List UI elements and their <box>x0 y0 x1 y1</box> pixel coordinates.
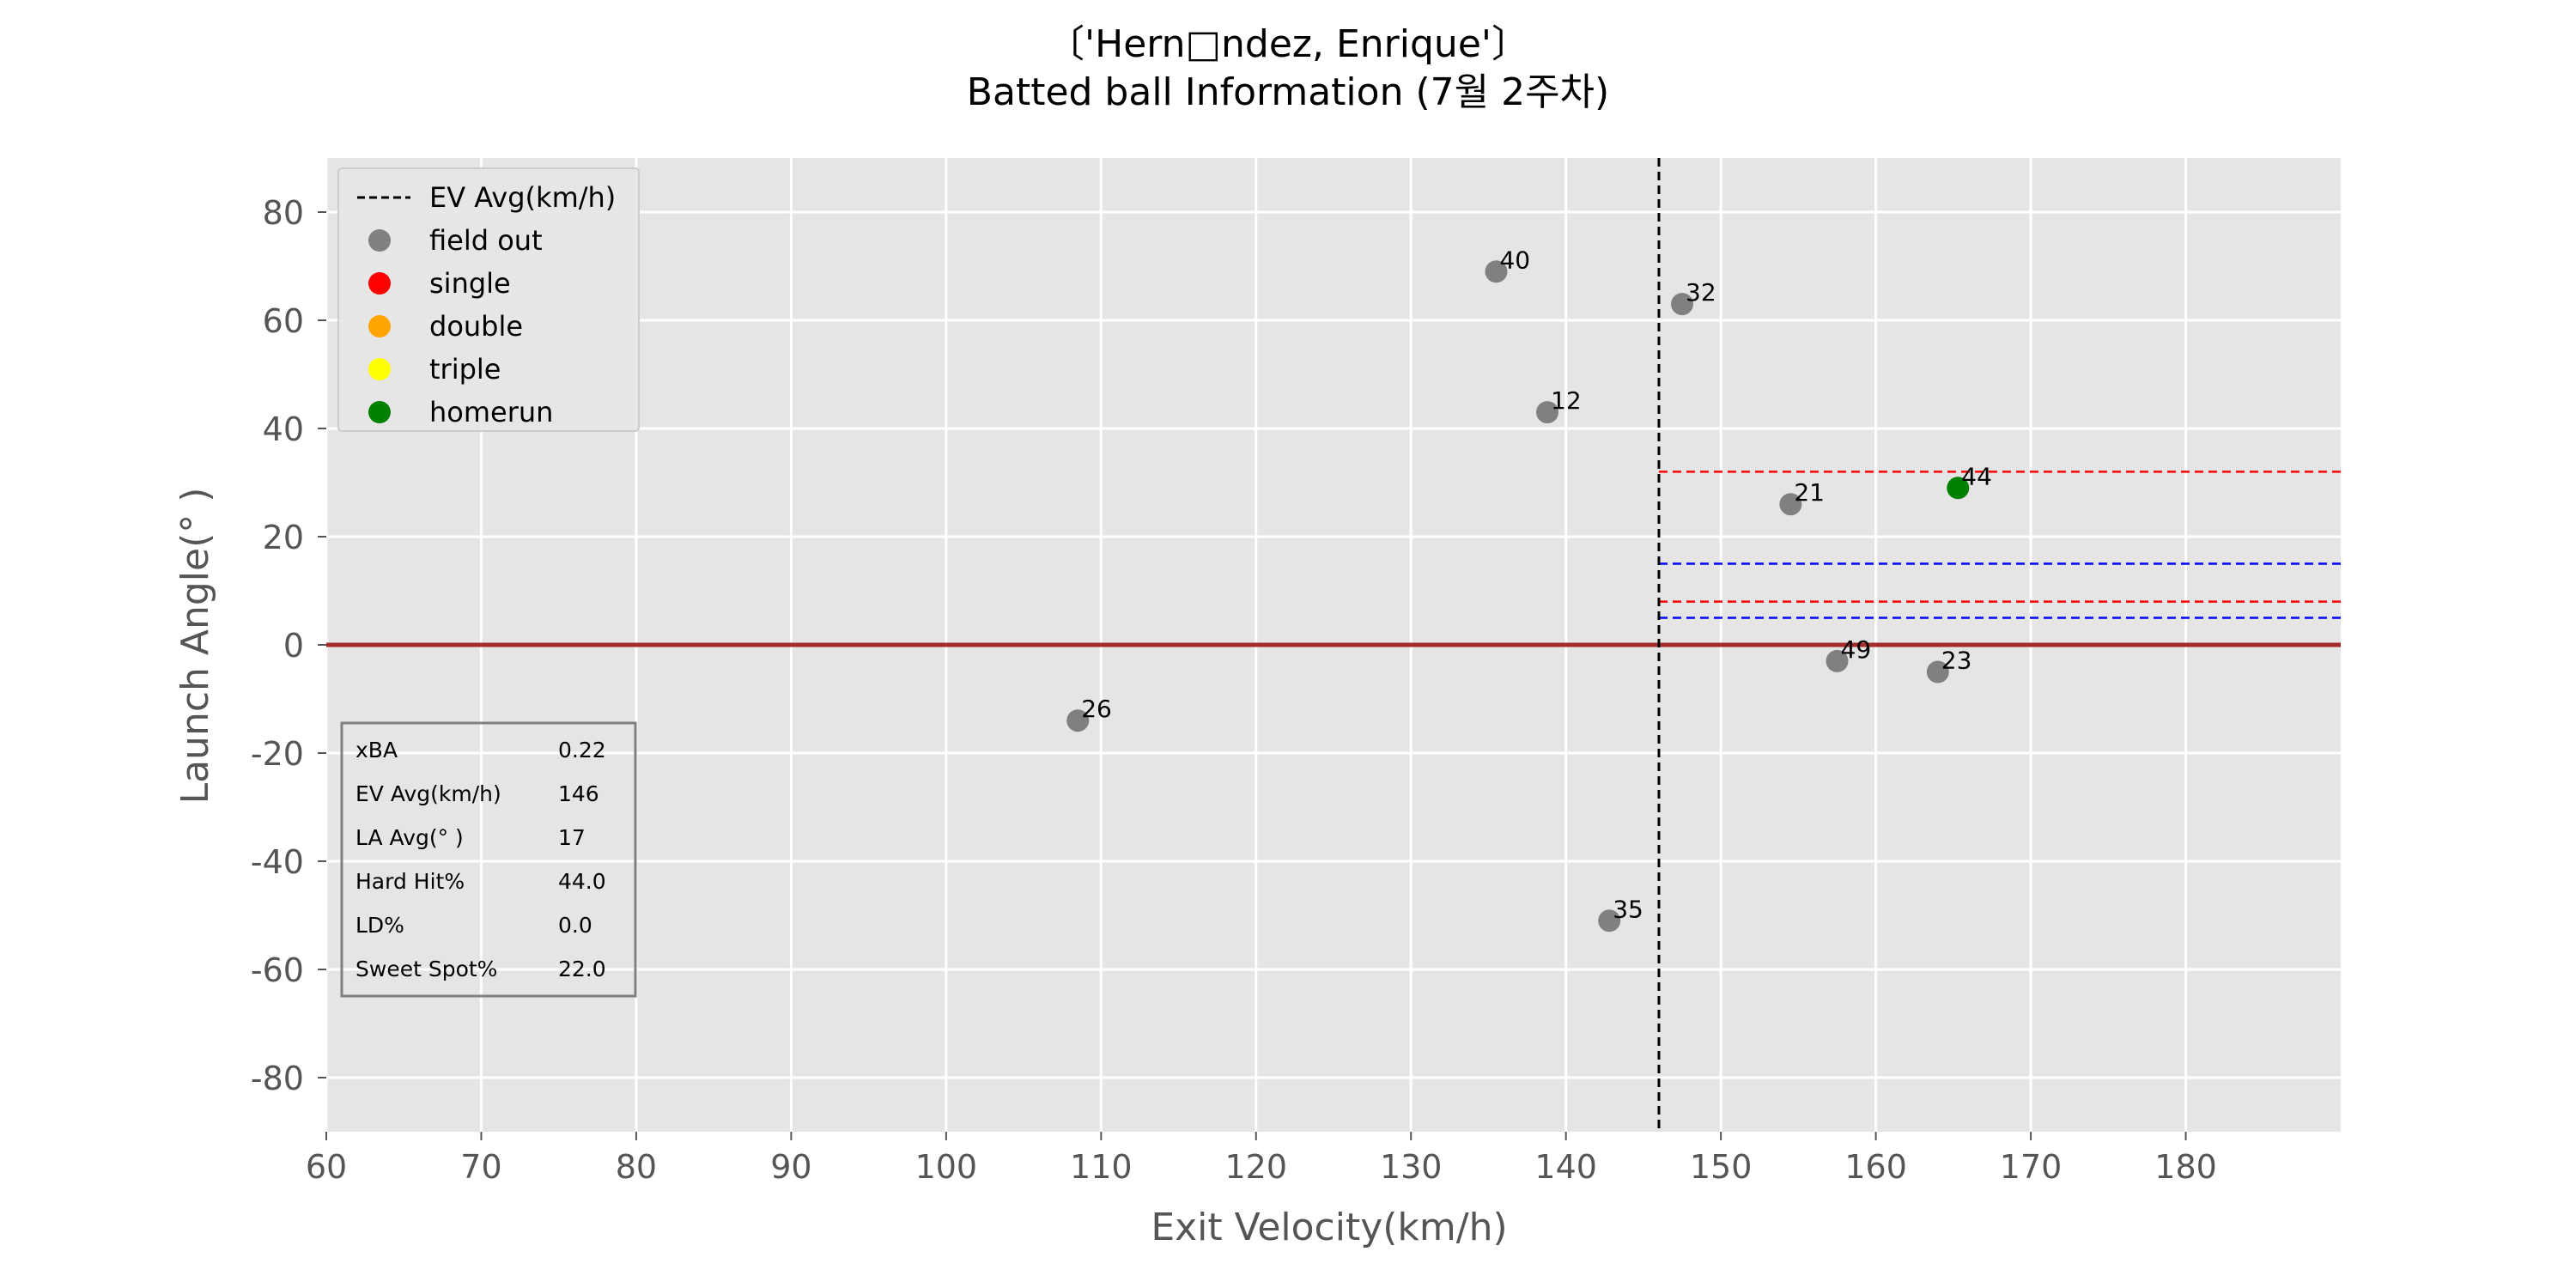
chart-title-line2: Batted ball Information (7월 2주차) <box>967 70 1609 114</box>
x-tick-label: 70 <box>460 1148 501 1186</box>
stats-value: 0.22 <box>558 738 606 762</box>
x-tick-label: 120 <box>1225 1148 1288 1186</box>
stats-label: LA Avg(° ) <box>355 825 464 850</box>
stats-label: LD% <box>355 913 404 938</box>
data-point <box>1598 909 1621 933</box>
legend-label: single <box>429 267 511 300</box>
stats-table-box <box>340 721 637 998</box>
legend-label: homerun <box>429 396 553 428</box>
x-axis-title: Exit Velocity(km/h) <box>1151 1206 1507 1249</box>
legend: EV Avg(km/h) field out single double triple h… <box>337 167 640 432</box>
legend-swatch-marker <box>368 401 391 423</box>
data-point-label: 21 <box>1794 478 1825 507</box>
data-point <box>1926 660 1949 683</box>
data-point-label: 44 <box>1961 462 1992 490</box>
x-tick-label: 160 <box>1844 1148 1907 1186</box>
legend-swatch-marker <box>368 272 391 295</box>
stats-value: 44.0 <box>558 869 606 894</box>
reference-lines <box>326 158 2341 1132</box>
chart-title-line1: 〔'Hern□ndez, Enrique'〕 <box>1047 22 1529 66</box>
y-tick-label: 0 <box>283 627 304 665</box>
x-tick-label: 150 <box>1690 1148 1753 1186</box>
x-tick-label: 130 <box>1380 1148 1443 1186</box>
stats-label: EV Avg(km/h) <box>355 781 501 806</box>
y-tick-label: -80 <box>251 1060 304 1097</box>
x-tick-label: 100 <box>915 1148 978 1186</box>
stats-value: 22.0 <box>558 957 606 981</box>
data-point-label: 40 <box>1499 246 1530 274</box>
y-tick-label: -40 <box>251 843 304 881</box>
legend-swatch-marker <box>368 358 391 380</box>
x-tick-label: 180 <box>2154 1148 2217 1186</box>
x-tick-label: 90 <box>770 1148 811 1186</box>
x-tick-label: 140 <box>1534 1148 1597 1186</box>
y-tick-label: -20 <box>251 735 304 773</box>
legend-box <box>337 167 640 432</box>
legend-label: field out <box>429 224 543 257</box>
legend-label: double <box>429 310 523 343</box>
data-point <box>1671 293 1694 316</box>
data-point <box>1779 493 1802 516</box>
data-point <box>1826 649 1849 672</box>
data-point <box>1485 260 1508 283</box>
data-points: 40 32 12 21 44 49 23 26 35 <box>1066 246 1992 933</box>
axis-ticks: 60 70 80 90 100 110 120 130 140 150 160 170 180-80-6… <box>251 194 2217 1186</box>
stats-table: xBA 0.22 EV Avg(km/h) 146 LA Avg(° ) 17 Hard H… <box>340 721 637 998</box>
data-point-label: 26 <box>1081 695 1112 723</box>
y-tick-label: -60 <box>251 951 304 989</box>
legend-swatch-marker <box>368 229 391 252</box>
legend-label: triple <box>429 353 501 386</box>
data-point <box>1947 477 1970 500</box>
y-tick-label: 60 <box>263 302 304 340</box>
data-point-label: 23 <box>1941 647 1972 675</box>
y-axis-title: Launch Angle(° ) <box>173 488 217 805</box>
x-tick-label: 60 <box>306 1148 347 1186</box>
x-tick-label: 110 <box>1070 1148 1133 1186</box>
stats-value: 0.0 <box>558 913 592 938</box>
data-point-label: 12 <box>1551 386 1582 415</box>
stats-value: 17 <box>558 825 586 850</box>
data-point-label: 35 <box>1613 895 1643 923</box>
y-tick-label: 20 <box>263 519 304 556</box>
stats-label: Hard Hit% <box>355 869 465 894</box>
x-tick-label: 80 <box>616 1148 657 1186</box>
x-tick-label: 170 <box>2000 1148 2063 1186</box>
stats-label: Sweet Spot% <box>355 957 497 981</box>
data-point-label: 32 <box>1686 278 1716 307</box>
legend-label: EV Avg(km/h) <box>429 181 616 214</box>
data-point <box>1066 709 1090 732</box>
y-tick-label: 40 <box>263 410 304 448</box>
y-tick-label: 80 <box>263 194 304 232</box>
data-point <box>1536 401 1559 424</box>
legend-swatch-marker <box>368 315 391 337</box>
data-point-label: 49 <box>1841 635 1872 664</box>
stats-value: 146 <box>558 781 599 806</box>
stats-label: xBA <box>355 738 398 762</box>
